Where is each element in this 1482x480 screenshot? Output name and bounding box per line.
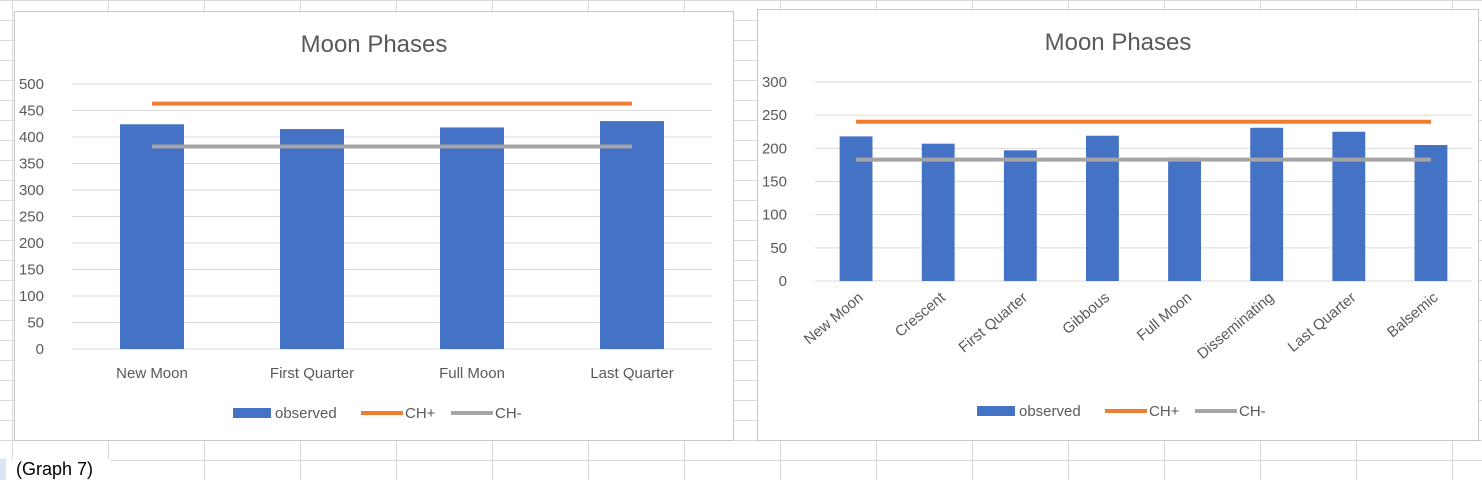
x-tick-label: Last Quarter <box>590 365 673 382</box>
x-tick-label: Full Moon <box>439 365 505 382</box>
y-tick-label: 50 <box>770 240 787 257</box>
y-tick-label: 300 <box>19 182 44 199</box>
bar-observed <box>1168 157 1201 281</box>
x-tick-label: Crescent <box>892 289 950 341</box>
y-tick-label: 100 <box>762 207 787 224</box>
y-tick-label: 250 <box>762 107 787 124</box>
y-tick-label: 50 <box>27 315 44 332</box>
y-tick-label: 150 <box>762 174 787 191</box>
y-tick-label: 100 <box>19 288 44 305</box>
legend-label-ch-plus: CH+ <box>1149 403 1180 420</box>
y-tick-label: 500 <box>19 76 44 93</box>
y-tick-label: 200 <box>19 235 44 252</box>
y-tick-label: 350 <box>19 156 44 173</box>
chart-moon-phases-4[interactable]: Moon Phases 0 50 100 150 200 250 300 350 400 450 5… <box>14 11 734 441</box>
y-tick-label: 200 <box>762 140 787 157</box>
legend-swatch-observed <box>977 406 1015 416</box>
bar-observed <box>1250 127 1284 282</box>
chart-1-svg: Moon Phases 0 50 100 150 200 250 300 350 400 450 5… <box>19 31 712 422</box>
x-tick-label: Gibbous <box>1059 289 1113 338</box>
chart-moon-phases-8[interactable]: Moon Phases 0 50 100 150 200 250 300 New Moon Cr… <box>757 9 1479 441</box>
bar-observed <box>921 143 955 281</box>
bar-observed <box>600 121 664 349</box>
y-tick-label: 300 <box>762 74 787 91</box>
y-tick-label: 0 <box>36 341 44 358</box>
x-tick-label: Disseminating <box>1194 289 1277 363</box>
x-tick-label: First Quarter <box>955 289 1030 356</box>
graph-caption-text: (Graph 7) <box>16 459 94 479</box>
bar-observed <box>1332 131 1366 281</box>
chart-1-title: Moon Phases <box>301 31 448 58</box>
cell-selection-marker <box>0 459 6 480</box>
x-tick-label: Full Moon <box>1134 289 1195 344</box>
bar-observed <box>120 124 184 349</box>
x-tick-label: Last Quarter <box>1285 289 1360 356</box>
bar-observed <box>280 129 344 349</box>
y-tick-label: 450 <box>19 103 44 120</box>
graph-caption: (Graph 7) <box>0 459 110 480</box>
bar-observed <box>1003 150 1037 281</box>
legend-label-ch-plus: CH+ <box>405 405 436 422</box>
y-tick-label: 150 <box>19 262 44 279</box>
legend-label-ch-minus: CH- <box>495 405 522 422</box>
chart-2-title: Moon Phases <box>1045 29 1192 56</box>
x-tick-label: First Quarter <box>270 365 354 382</box>
legend-swatch-observed <box>233 408 271 418</box>
x-tick-label: Balsemic <box>1384 289 1442 341</box>
x-tick-label: New Moon <box>116 365 188 382</box>
y-tick-label: 400 <box>19 129 44 146</box>
chart-2-svg: Moon Phases 0 50 100 150 200 250 300 New Moon Cr… <box>762 29 1472 420</box>
y-tick-label: 250 <box>19 209 44 226</box>
legend-label-ch-minus: CH- <box>1239 403 1266 420</box>
bar-observed <box>440 127 504 350</box>
bar-observed <box>1086 135 1119 281</box>
legend-label-observed: observed <box>275 405 337 422</box>
bar-observed <box>1414 145 1448 281</box>
legend-label-observed: observed <box>1019 403 1081 420</box>
x-tick-label: New Moon <box>801 289 867 348</box>
y-tick-label: 0 <box>779 273 787 290</box>
